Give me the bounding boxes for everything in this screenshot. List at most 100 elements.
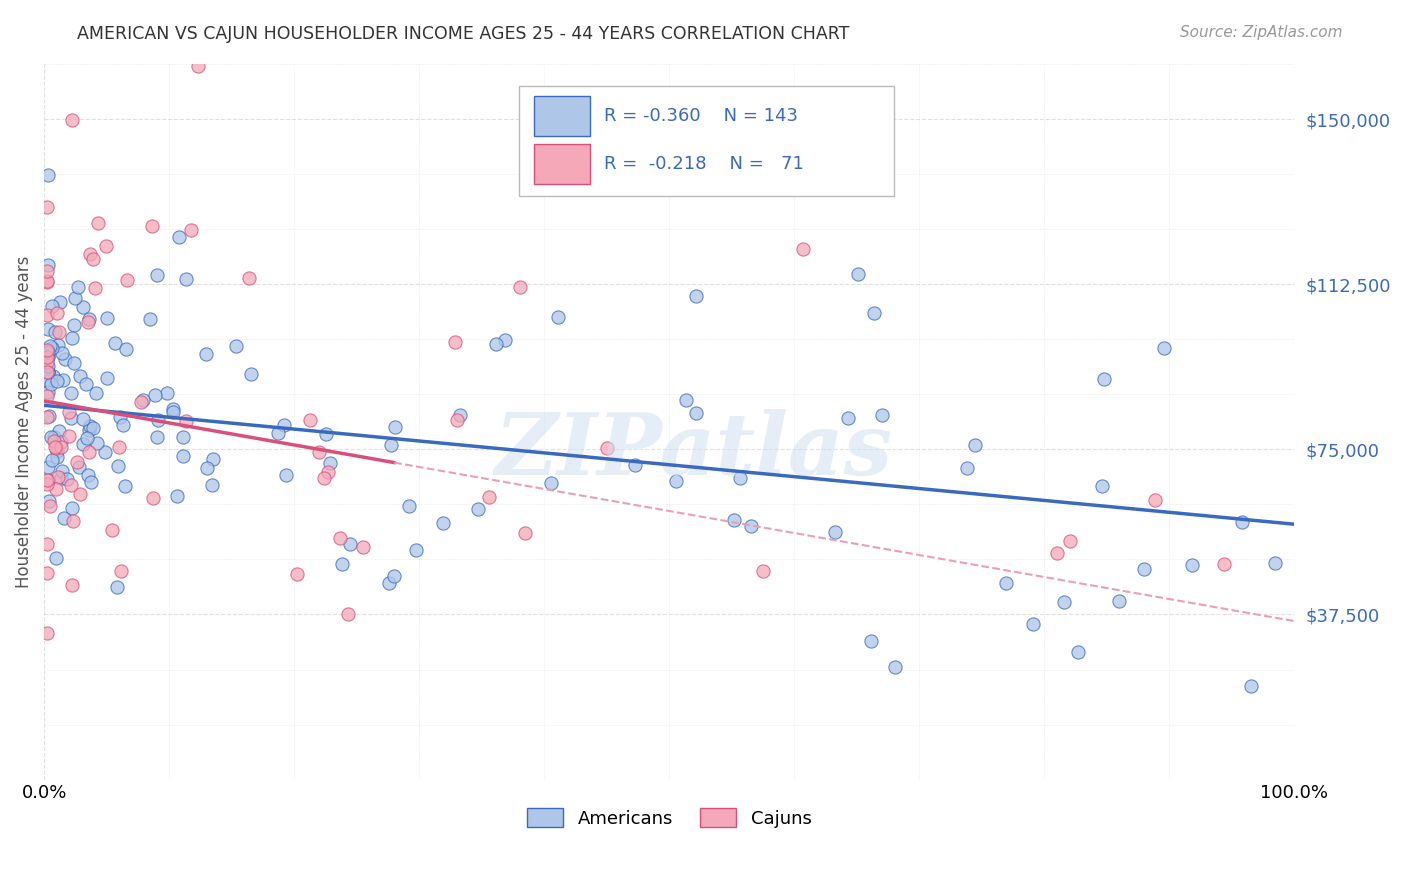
Point <box>49 440 72 454</box>
Point <box>174 272 197 286</box>
Point <box>35 477 58 491</box>
Point <box>596 441 619 455</box>
Point <box>84 280 107 294</box>
Point <box>53 511 76 525</box>
Point <box>59 386 82 401</box>
Point <box>46 305 69 319</box>
Point <box>37 345 59 359</box>
Point <box>35 264 58 278</box>
Point <box>82 420 104 434</box>
FancyBboxPatch shape <box>534 96 591 136</box>
Point <box>37 384 59 399</box>
Point <box>339 537 361 551</box>
Point <box>180 223 202 237</box>
Point <box>478 490 501 504</box>
Point <box>58 405 80 419</box>
Point <box>35 410 58 425</box>
Point <box>485 337 508 351</box>
Point <box>48 295 70 310</box>
Point <box>956 460 979 475</box>
Point <box>87 216 110 230</box>
Point <box>80 475 103 489</box>
Point <box>52 373 75 387</box>
Point <box>187 59 209 73</box>
Point <box>79 247 101 261</box>
Point <box>37 473 59 487</box>
Point <box>723 513 745 527</box>
Point <box>63 318 86 332</box>
Point <box>276 467 298 482</box>
Text: Source: ZipAtlas.com: Source: ZipAtlas.com <box>1180 25 1343 40</box>
FancyBboxPatch shape <box>534 145 591 184</box>
Point <box>51 346 73 360</box>
Point <box>44 325 66 339</box>
Point <box>35 365 58 379</box>
Point <box>104 335 127 350</box>
Point <box>624 458 647 473</box>
Point <box>35 473 58 487</box>
Point <box>824 525 846 540</box>
Point <box>66 280 89 294</box>
Point <box>35 566 58 581</box>
Point <box>298 413 321 427</box>
Point <box>72 436 94 450</box>
Point <box>66 454 89 468</box>
Point <box>37 359 59 374</box>
Point <box>315 427 337 442</box>
Point <box>110 564 132 578</box>
Point <box>860 634 883 648</box>
Point <box>42 430 65 444</box>
Point <box>239 367 262 381</box>
Point <box>45 441 67 455</box>
Point <box>35 355 58 369</box>
Point <box>60 578 83 592</box>
Point <box>84 386 107 401</box>
Point <box>752 564 775 578</box>
Point <box>37 460 59 475</box>
Point <box>41 430 63 444</box>
Point <box>107 440 129 454</box>
Point <box>352 541 374 555</box>
Point <box>45 551 67 566</box>
Point <box>194 347 217 361</box>
Point <box>44 434 66 449</box>
Point <box>132 393 155 408</box>
Text: R =  -0.218    N =   71: R = -0.218 N = 71 <box>605 154 804 172</box>
Point <box>48 424 70 438</box>
Point <box>201 478 224 492</box>
Point <box>162 401 184 416</box>
Point <box>37 374 59 388</box>
Point <box>318 465 340 479</box>
Point <box>69 369 91 384</box>
Point <box>162 404 184 418</box>
Point <box>141 219 163 234</box>
Point <box>329 531 352 545</box>
Point <box>35 274 58 288</box>
Point <box>37 321 59 335</box>
Point <box>837 410 859 425</box>
Point <box>146 430 169 444</box>
Point <box>174 414 197 428</box>
Point <box>67 460 90 475</box>
Point <box>1181 558 1204 572</box>
Point <box>37 350 59 364</box>
Point <box>883 660 905 674</box>
Point <box>48 325 70 339</box>
Point <box>37 364 59 378</box>
Text: ZIPatlas: ZIPatlas <box>495 409 893 492</box>
Point <box>41 341 63 355</box>
Point <box>39 339 62 353</box>
Point <box>96 371 118 385</box>
Point <box>1092 372 1115 386</box>
Point <box>238 271 260 285</box>
Point <box>139 312 162 326</box>
Point <box>382 569 405 583</box>
Point <box>143 388 166 402</box>
Point <box>45 482 67 496</box>
Point <box>38 499 60 513</box>
Point <box>1212 558 1234 572</box>
Point <box>35 343 58 358</box>
Point <box>1240 679 1263 693</box>
Point <box>863 305 886 319</box>
Point <box>467 502 489 516</box>
